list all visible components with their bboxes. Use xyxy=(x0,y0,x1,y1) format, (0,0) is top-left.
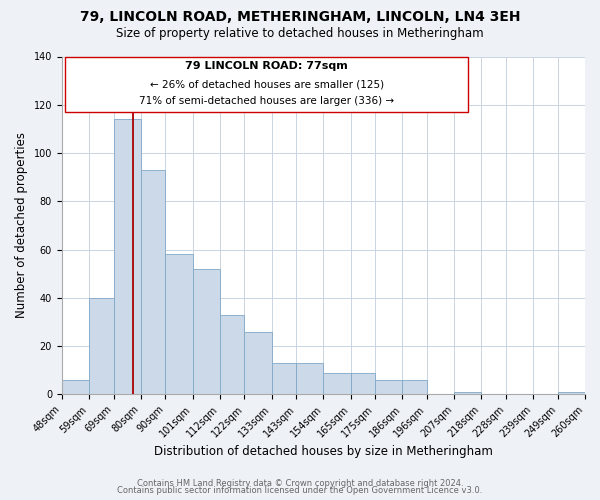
Bar xyxy=(244,332,272,394)
Bar xyxy=(403,380,427,394)
Bar xyxy=(350,372,375,394)
Bar xyxy=(296,363,323,394)
Text: 71% of semi-detached houses are larger (336) →: 71% of semi-detached houses are larger (… xyxy=(139,96,394,106)
Text: Contains public sector information licensed under the Open Government Licence v3: Contains public sector information licen… xyxy=(118,486,482,495)
Bar xyxy=(193,269,220,394)
Text: 79 LINCOLN ROAD: 77sqm: 79 LINCOLN ROAD: 77sqm xyxy=(185,62,348,72)
Bar xyxy=(558,392,585,394)
Bar xyxy=(272,363,296,394)
Bar xyxy=(323,372,350,394)
Bar xyxy=(141,170,166,394)
X-axis label: Distribution of detached houses by size in Metheringham: Distribution of detached houses by size … xyxy=(154,444,493,458)
Bar xyxy=(113,119,141,394)
Bar xyxy=(62,380,89,394)
Bar xyxy=(89,298,113,394)
Bar xyxy=(166,254,193,394)
Bar xyxy=(220,314,244,394)
Text: Size of property relative to detached houses in Metheringham: Size of property relative to detached ho… xyxy=(116,28,484,40)
FancyBboxPatch shape xyxy=(65,56,468,112)
Y-axis label: Number of detached properties: Number of detached properties xyxy=(15,132,28,318)
Text: 79, LINCOLN ROAD, METHERINGHAM, LINCOLN, LN4 3EH: 79, LINCOLN ROAD, METHERINGHAM, LINCOLN,… xyxy=(80,10,520,24)
Text: ← 26% of detached houses are smaller (125): ← 26% of detached houses are smaller (12… xyxy=(149,80,383,90)
Bar xyxy=(454,392,481,394)
Bar xyxy=(375,380,403,394)
Text: Contains HM Land Registry data © Crown copyright and database right 2024.: Contains HM Land Registry data © Crown c… xyxy=(137,478,463,488)
